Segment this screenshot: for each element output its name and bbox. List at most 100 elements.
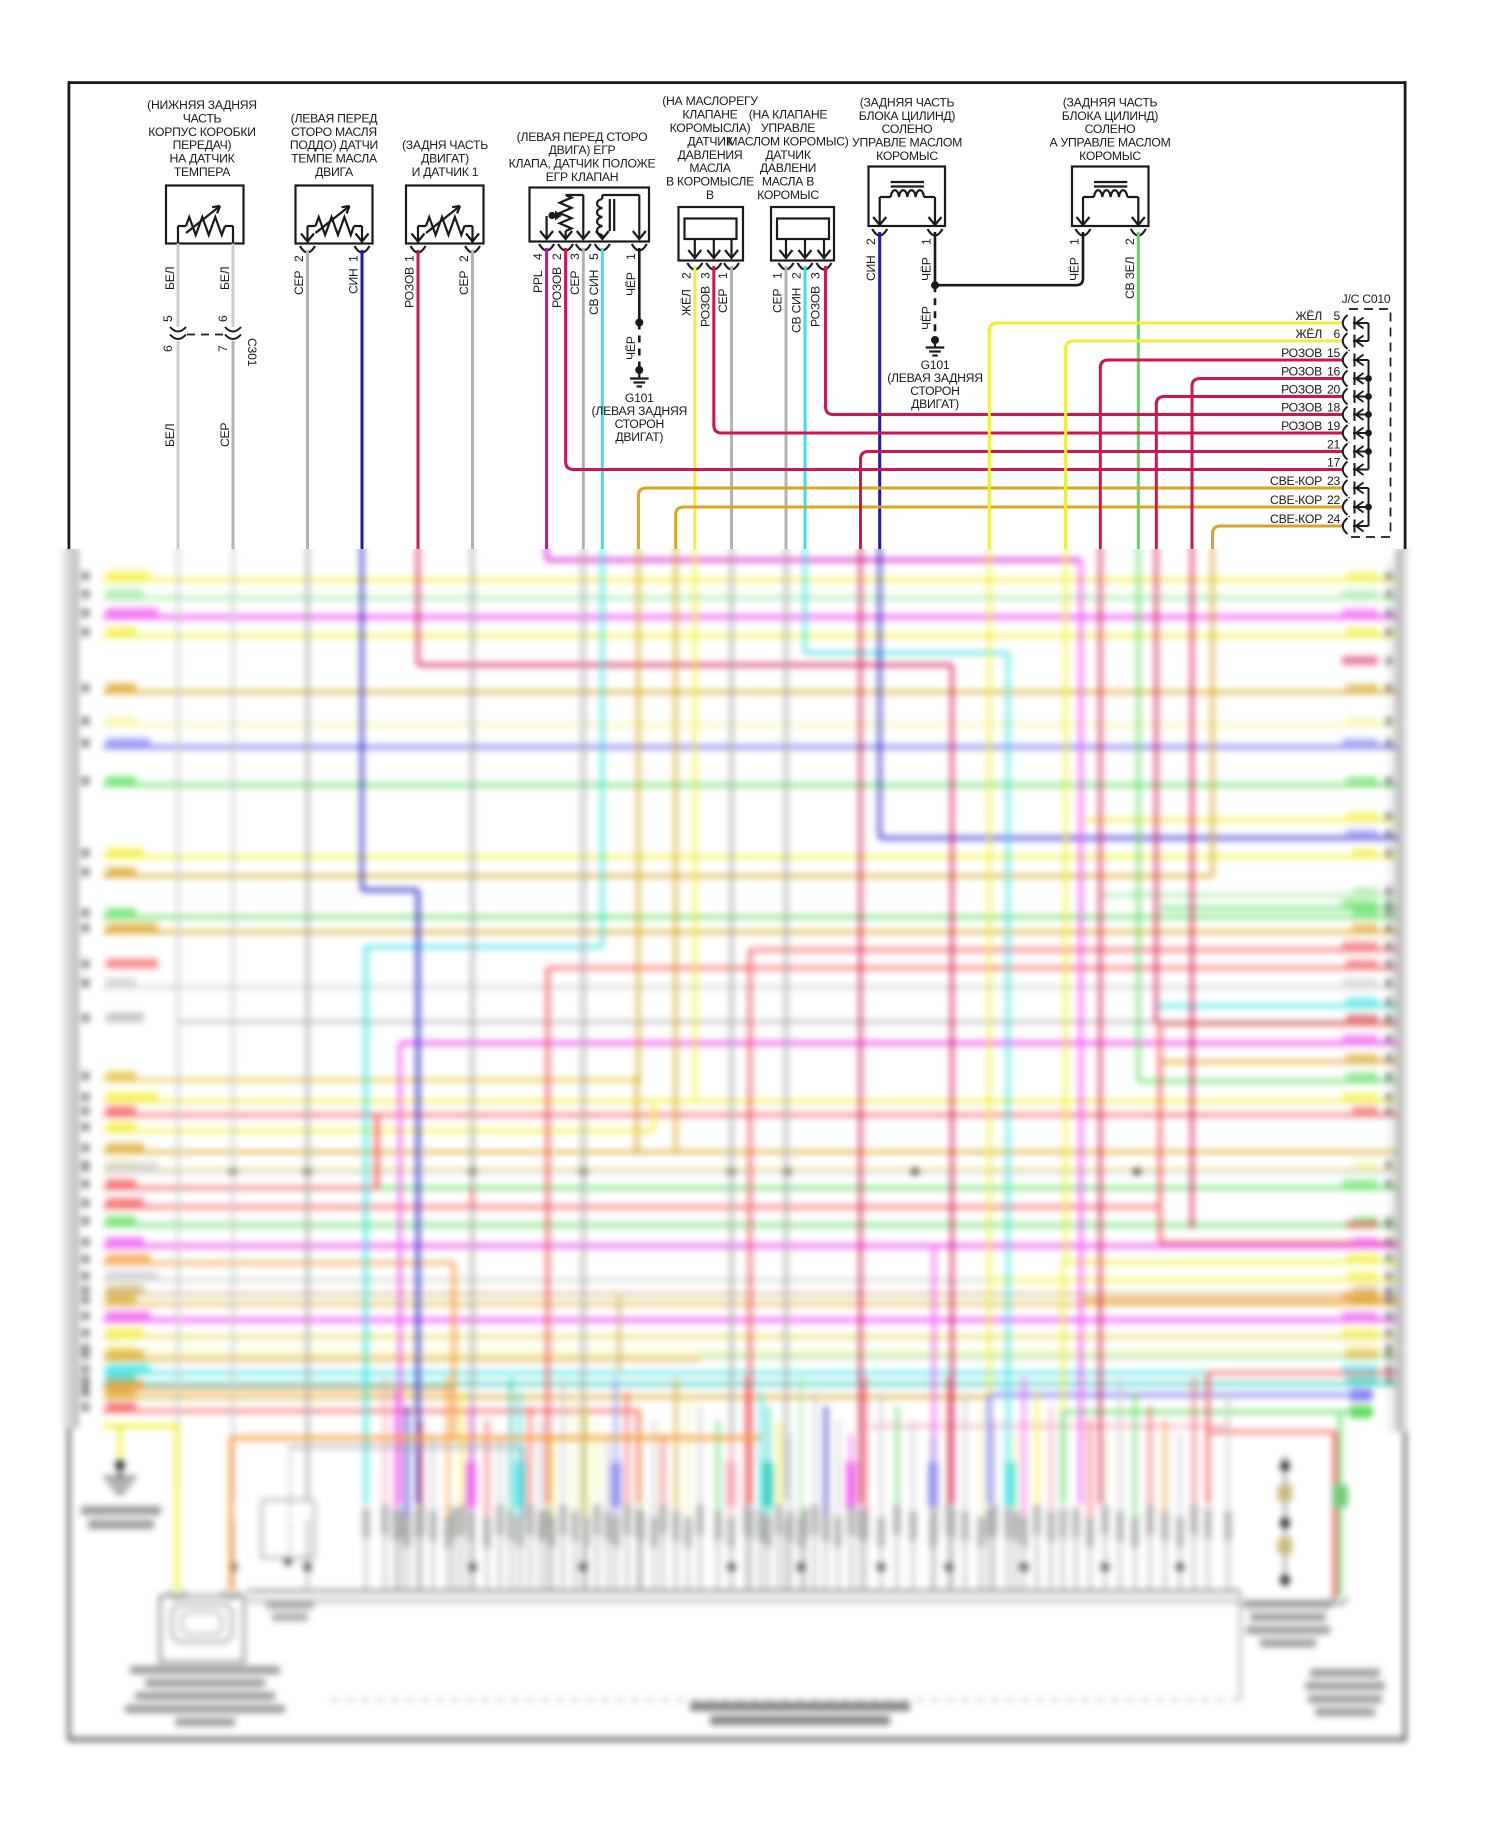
svg-text:C301: C301 bbox=[245, 338, 259, 367]
svg-text:РОЗОВ: РОЗОВ bbox=[1281, 365, 1322, 379]
svg-text:ЧЁР: ЧЁР bbox=[1068, 257, 1082, 281]
svg-text:КЛАПАНЕ: КЛАПАНЕ bbox=[682, 108, 737, 122]
svg-text:(ЛЕВАЯ ЗАДНЯЯ: (ЛЕВАЯ ЗАДНЯЯ bbox=[592, 404, 688, 418]
svg-text:СЕР: СЕР bbox=[716, 289, 730, 313]
svg-text:(ЛЕВАЯ ПЕРЕД: (ЛЕВАЯ ПЕРЕД bbox=[291, 111, 379, 125]
svg-text:ДВИГАТ): ДВИГАТ) bbox=[615, 430, 663, 444]
svg-text:СЕР: СЕР bbox=[218, 423, 232, 447]
svg-text:РОЗОВ: РОЗОВ bbox=[809, 286, 823, 327]
svg-text:ДВИГАТ): ДВИГАТ) bbox=[911, 397, 959, 411]
svg-text:3: 3 bbox=[809, 272, 823, 279]
svg-text:СЕР: СЕР bbox=[568, 271, 582, 295]
svg-text:РОЗОВ: РОЗОВ bbox=[1281, 383, 1322, 397]
svg-text:5: 5 bbox=[1333, 309, 1340, 323]
svg-text:23: 23 bbox=[1327, 474, 1341, 488]
svg-text:ЖЁЛ: ЖЁЛ bbox=[1295, 327, 1322, 341]
svg-text:В: В bbox=[706, 188, 714, 202]
svg-text:15: 15 bbox=[1327, 346, 1341, 360]
svg-text:(НА КЛАПАНЕ: (НА КЛАПАНЕ bbox=[749, 108, 828, 122]
svg-text:МАСЛОМ КОРОМЫС): МАСЛОМ КОРОМЫС) bbox=[727, 134, 848, 148]
svg-text:УПРАВЛЕ: УПРАВЛЕ bbox=[761, 121, 815, 135]
svg-text:СТОРОН: СТОРОН bbox=[615, 417, 664, 431]
svg-text:ДАВЛЕНИ: ДАВЛЕНИ bbox=[760, 161, 816, 175]
svg-text:ДАТЧИК: ДАТЧИК bbox=[687, 134, 734, 148]
svg-text:ЧЁР: ЧЁР bbox=[920, 306, 934, 330]
svg-text:2: 2 bbox=[457, 255, 471, 262]
svg-text:PPL: PPL bbox=[531, 270, 545, 293]
svg-text:16: 16 bbox=[1327, 365, 1341, 379]
svg-text:БЕЛ: БЕЛ bbox=[163, 267, 177, 290]
svg-text:СВ СИН: СВ СИН bbox=[790, 288, 804, 333]
svg-text:20: 20 bbox=[1327, 383, 1341, 397]
svg-text:РОЗОВ: РОЗОВ bbox=[403, 267, 417, 308]
svg-text:(ЗАДНЯ ЧАСТЬ: (ЗАДНЯ ЧАСТЬ bbox=[402, 138, 488, 152]
svg-text:7: 7 bbox=[216, 345, 230, 352]
svg-text:17: 17 bbox=[1327, 456, 1341, 470]
svg-text:БЛОКА ЦИЛИНД): БЛОКА ЦИЛИНД) bbox=[1062, 109, 1159, 123]
svg-text:НА ДАТЧИК: НА ДАТЧИК bbox=[170, 152, 236, 166]
svg-text:РОЗОВ: РОЗОВ bbox=[1281, 419, 1322, 433]
svg-text:ДВИГА) ЕГР: ДВИГА) ЕГР bbox=[549, 143, 616, 157]
svg-text:КОРОМЫСЛА): КОРОМЫСЛА) bbox=[670, 121, 751, 135]
svg-text:2: 2 bbox=[292, 255, 306, 262]
svg-text:ТЕМПЕРА: ТЕМПЕРА bbox=[174, 165, 231, 179]
svg-text:РОЗОВ: РОЗОВ bbox=[1281, 346, 1322, 360]
svg-text:СВ ЗЕЛ: СВ ЗЕЛ bbox=[1123, 257, 1137, 299]
svg-text:КОРОМЫС: КОРОМЫС bbox=[1079, 149, 1141, 163]
svg-text:2: 2 bbox=[550, 253, 564, 260]
svg-text:2: 2 bbox=[1123, 238, 1137, 245]
svg-text:3: 3 bbox=[698, 272, 712, 279]
svg-text:СВ СИН: СВ СИН bbox=[587, 270, 601, 315]
svg-text:(ЛЕВАЯ ЗАДНЯЯ: (ЛЕВАЯ ЗАДНЯЯ bbox=[887, 371, 983, 385]
svg-text:5: 5 bbox=[161, 315, 175, 322]
svg-text:1: 1 bbox=[716, 272, 730, 279]
svg-text:2: 2 bbox=[679, 272, 693, 279]
svg-text:СОЛЕНО: СОЛЕНО bbox=[882, 122, 933, 136]
svg-text:21: 21 bbox=[1327, 438, 1341, 452]
svg-text:ПОДДО) ДАТЧИ: ПОДДО) ДАТЧИ bbox=[290, 138, 378, 152]
svg-text:(ЗАДНЯЯ ЧАСТЬ: (ЗАДНЯЯ ЧАСТЬ bbox=[860, 95, 955, 109]
svg-text:1: 1 bbox=[403, 255, 417, 262]
svg-text:СЕР: СЕР bbox=[457, 271, 471, 295]
svg-text:РОЗОВ: РОЗОВ bbox=[1281, 401, 1322, 415]
svg-text:G101: G101 bbox=[625, 391, 654, 405]
svg-text:БЕЛ: БЕЛ bbox=[163, 424, 177, 447]
svg-text:22: 22 bbox=[1327, 493, 1341, 507]
svg-text:МАСЛА В: МАСЛА В bbox=[762, 175, 814, 189]
svg-text:4: 4 bbox=[531, 253, 545, 260]
svg-text:ЕГР КЛАПАН: ЕГР КЛАПАН bbox=[546, 170, 619, 184]
svg-text:1: 1 bbox=[920, 238, 934, 245]
svg-text:СЕР: СЕР bbox=[292, 271, 306, 295]
svg-text:А УПРАВЛЕ МАСЛОМ: А УПРАВЛЕ МАСЛОМ bbox=[1049, 136, 1170, 150]
svg-text:СТОРО МАСЛЯ: СТОРО МАСЛЯ bbox=[291, 125, 377, 139]
svg-text:(ЛЕВАЯ ПЕРЕД СТОРО: (ЛЕВАЯ ПЕРЕД СТОРО bbox=[517, 130, 648, 144]
svg-text:СЕР: СЕР bbox=[771, 289, 785, 313]
svg-text:1: 1 bbox=[1068, 238, 1082, 245]
svg-text:СТОРОН: СТОРОН bbox=[910, 384, 959, 398]
svg-text:СВЕ-КОР: СВЕ-КОР bbox=[1270, 493, 1322, 507]
svg-text:ЧЁР: ЧЁР bbox=[624, 336, 638, 360]
svg-text:МАСЛА: МАСЛА bbox=[689, 161, 731, 175]
svg-text:(НИЖНЯЯ ЗАДНЯЯ: (НИЖНЯЯ ЗАДНЯЯ bbox=[147, 98, 257, 112]
svg-text:ПЕРЕДАЧ): ПЕРЕДАЧ) bbox=[173, 138, 232, 152]
svg-text:ЧЁР: ЧЁР bbox=[920, 257, 934, 281]
svg-text:24: 24 bbox=[1327, 512, 1341, 526]
svg-text:6: 6 bbox=[216, 315, 230, 322]
svg-text:J/C C010: J/C C010 bbox=[1342, 292, 1391, 306]
svg-text:ДВИГАТ): ДВИГАТ) bbox=[421, 152, 469, 166]
svg-text:G101: G101 bbox=[921, 358, 950, 372]
svg-text:19: 19 bbox=[1327, 419, 1341, 433]
svg-text:ЖЁЛ: ЖЁЛ bbox=[679, 289, 693, 316]
svg-text:1: 1 bbox=[771, 272, 785, 279]
svg-text:УПРАВЛЕ МАСЛОМ: УПРАВЛЕ МАСЛОМ bbox=[852, 136, 962, 150]
svg-text:2: 2 bbox=[790, 272, 804, 279]
svg-text:(ЗАДНЯЯ ЧАСТЬ: (ЗАДНЯЯ ЧАСТЬ bbox=[1063, 95, 1158, 109]
svg-text:ЧАСТЬ: ЧАСТЬ bbox=[183, 111, 222, 125]
svg-text:ЖЁЛ: ЖЁЛ bbox=[1295, 309, 1322, 323]
svg-text:КОРПУС КОРОБКИ: КОРПУС КОРОБКИ bbox=[148, 125, 255, 139]
svg-text:1: 1 bbox=[624, 253, 638, 260]
svg-text:РОЗОВ: РОЗОВ bbox=[698, 286, 712, 327]
svg-text:КЛАПА, ДАТЧИК ПОЛОЖЕ: КЛАПА, ДАТЧИК ПОЛОЖЕ bbox=[509, 157, 656, 171]
svg-text:ДАВЛЕНИЯ: ДАВЛЕНИЯ bbox=[678, 148, 743, 162]
svg-text:СОЛЕНО: СОЛЕНО bbox=[1085, 122, 1136, 136]
